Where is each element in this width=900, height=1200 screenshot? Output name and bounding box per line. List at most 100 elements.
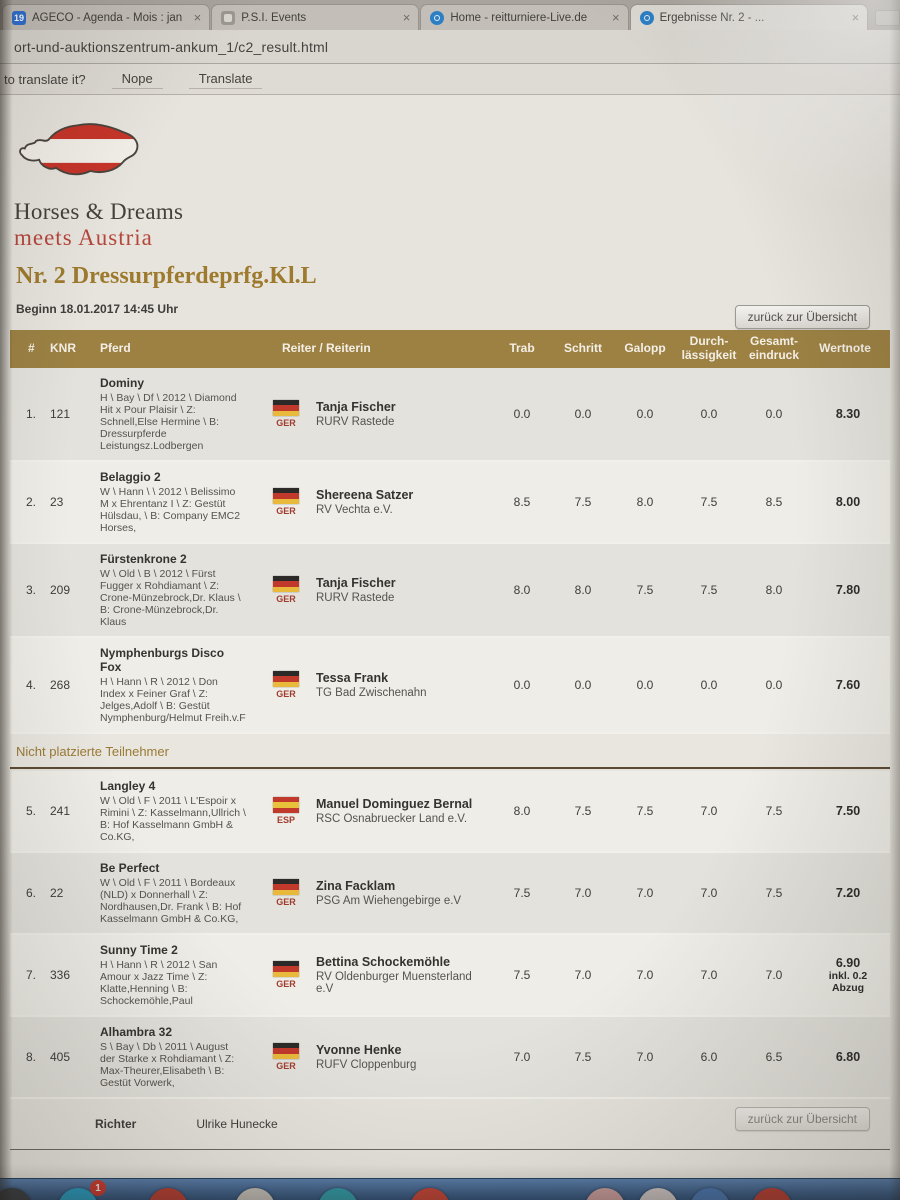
app-icon-pink[interactable]: [585, 1188, 625, 1200]
col-durchlaessigkeit: Durch- lässigkeit: [681, 334, 737, 362]
score-schritt: 7.0: [574, 968, 592, 982]
translate-bar: to translate it? Nope Translate: [0, 64, 900, 95]
col-trab: Trab: [509, 341, 535, 356]
browser-tab-reitturniere-home[interactable]: Home - reitturniere-Live.de ×: [420, 4, 629, 30]
rider-cell: Tessa Frank TG Bad Zwischenahn: [316, 671, 492, 699]
horse-name: Fürstenkrone 2: [100, 552, 187, 566]
dock[interactable]: 1: [0, 1178, 900, 1200]
nation-code: GER: [276, 979, 296, 989]
result-row: 3. 209 Fürstenkrone 2 W \ Old \ B \ 2012…: [10, 544, 890, 638]
rider-name: Tanja Fischer: [316, 576, 396, 590]
score-gesamteindruck: 7.0: [765, 968, 783, 982]
rider-name: Bettina Schockemöhle: [316, 955, 451, 969]
wertnote-value: 7.80: [835, 583, 861, 597]
score-durchlaessigkeit: 7.0: [700, 886, 718, 900]
app-icon-gray[interactable]: [235, 1188, 275, 1200]
nation-flag-icon: [273, 400, 299, 416]
score-schritt: 8.0: [574, 583, 592, 597]
score-durchlaessigkeit: 0.0: [700, 407, 718, 421]
horse-details: S \ Bay \ Db \ 2011 \ August der Starke …: [100, 1041, 235, 1089]
rider-cell: Shereena Satzer RV Vechta e.V.: [316, 488, 492, 516]
tab-close-icon[interactable]: ×: [193, 10, 202, 25]
score-trab: 7.5: [513, 968, 531, 982]
horse-name: Langley 4: [100, 779, 156, 793]
nation-flag-icon: [273, 797, 299, 814]
rider-club: PSG Am Wiehengebirge e.V: [316, 895, 462, 907]
url-text: ort-und-auktionszentrum-ankum_1/c2_resul…: [14, 38, 329, 55]
browser-tab-psi-events[interactable]: P.S.I. Events ×: [211, 4, 420, 30]
nation-code: GER: [276, 897, 296, 907]
result-row: 4. 268 Nymphenburgs Disco Fox H \ Hann \…: [10, 638, 890, 734]
col-horse: Pferd: [100, 341, 131, 356]
nation-cell: GER: [256, 488, 316, 516]
browser-tab-ergebnisse[interactable]: Ergebnisse Nr. 2 - ... ×: [629, 4, 869, 30]
score-schritt: 7.5: [574, 804, 592, 818]
tab-close-icon[interactable]: ×: [402, 10, 411, 25]
score-trab: 0.0: [513, 407, 531, 421]
score-gesamteindruck: 7.5: [765, 804, 783, 818]
tab-title: Home - reitturniere-Live.de: [450, 11, 588, 24]
rider-name: Yvonne Henke: [316, 1043, 402, 1057]
score-schritt: 7.5: [574, 1050, 592, 1064]
app-icon-dark[interactable]: [0, 1188, 32, 1200]
horse-cell: Langley 4 W \ Old \ F \ 2011 \ L'Espoir …: [96, 777, 256, 845]
wertnote-value: 7.20: [835, 886, 861, 900]
back-to-overview-button-bottom[interactable]: zurück zur Übersicht: [734, 1107, 870, 1131]
horse-details: H \ Hann \ R \ 2012 \ San Amour x Jazz T…: [100, 959, 218, 1007]
rank-cell: 1.: [26, 407, 37, 421]
wertnote-value: 8.00: [835, 495, 861, 509]
app-icon-blue[interactable]: [690, 1188, 730, 1200]
horse-details: W \ Old \ F \ 2011 \ L'Espoir x Rimini \…: [100, 795, 246, 843]
tab-close-icon[interactable]: ×: [851, 10, 860, 25]
horse-cell: Belaggio 2 W \ Hann \ \ 2012 \ Belissimo…: [96, 468, 256, 536]
globe-icon: [430, 10, 445, 25]
score-galopp: 7.5: [636, 804, 654, 818]
rider-name: Shereena Satzer: [316, 488, 414, 502]
back-to-overview-button[interactable]: zurück zur Übersicht: [734, 305, 870, 329]
nation-code: GER: [276, 506, 296, 516]
app-icon-red[interactable]: [148, 1188, 188, 1200]
browser-tab-ageco[interactable]: 19 AGECO - Agenda - Mois : jan ×: [2, 4, 211, 30]
translate-nope-button[interactable]: Nope: [111, 69, 163, 89]
wertnote-value: 6.90: [835, 956, 861, 970]
nation-flag-icon: [273, 488, 299, 504]
nation-flag-icon: [273, 576, 299, 592]
score-galopp: 0.0: [636, 678, 654, 692]
knr-cell: 268: [50, 678, 71, 692]
rider-cell: Manuel Dominguez Bernal RSC Osnabruecker…: [316, 797, 492, 825]
url-bar[interactable]: ort-und-auktionszentrum-ankum_1/c2_resul…: [0, 30, 900, 64]
score-trab: 8.0: [513, 804, 531, 818]
score-gesamteindruck: 0.0: [765, 407, 783, 421]
rank-cell: 8.: [26, 1050, 37, 1064]
score-trab: 7.5: [513, 886, 531, 900]
wertnote-cell: 7.80: [806, 583, 890, 597]
rider-name: Zina Facklam: [316, 879, 396, 893]
nation-flag-icon: [273, 961, 299, 977]
score-gesamteindruck: 8.0: [765, 583, 783, 597]
rider-name: Tessa Frank: [316, 671, 389, 685]
knr-cell: 209: [50, 583, 71, 597]
score-trab: 8.5: [513, 495, 531, 509]
section-unplaced-header: Nicht platzierte Teilnehmer: [10, 734, 890, 769]
app-icon-teal[interactable]: [318, 1188, 358, 1200]
app-icon-red2[interactable]: [410, 1188, 450, 1200]
col-gesamteindruck: Gesamt- eindruck: [748, 334, 799, 362]
score-gesamteindruck: 0.0: [765, 678, 783, 692]
rider-club: RUFV Cloppenburg: [316, 1059, 417, 1071]
app-icon-light[interactable]: [638, 1188, 678, 1200]
translate-button[interactable]: Translate: [188, 69, 263, 89]
new-tab-button[interactable]: [875, 10, 900, 26]
results-table: # KNR Pferd Reiter / Reiterin Trab Schri…: [10, 330, 890, 1099]
app-icon-red3[interactable]: [752, 1188, 792, 1200]
tab-close-icon[interactable]: ×: [611, 10, 620, 25]
placed-rows: 1. 121 Dominy H \ Bay \ Df \ 2012 \ Diam…: [10, 368, 890, 734]
score-gesamteindruck: 6.5: [765, 1050, 783, 1064]
wertnote-value: 7.60: [835, 678, 861, 692]
nation-code: GER: [276, 689, 296, 699]
score-schritt: 0.0: [574, 407, 592, 421]
rider-name: Tanja Fischer: [316, 400, 396, 414]
col-rank: #: [28, 341, 35, 356]
result-row: 8. 405 Alhambra 32 S \ Bay \ Db \ 2011 \…: [10, 1017, 890, 1099]
richter-label: Richter: [95, 1117, 137, 1131]
